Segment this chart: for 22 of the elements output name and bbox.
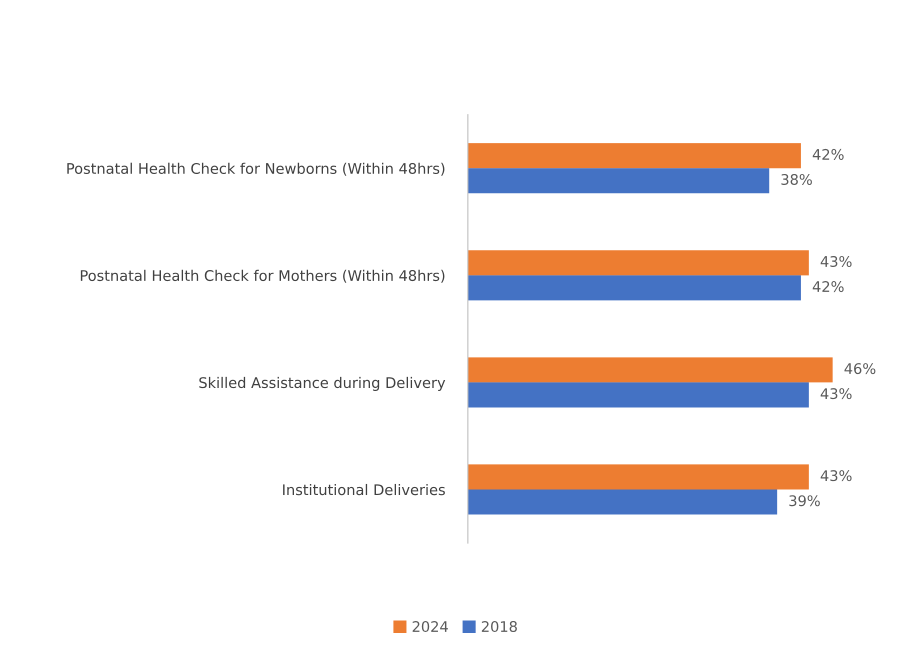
bar — [468, 464, 809, 490]
y-tick-label: Institutional Deliveries — [283, 484, 445, 496]
bar — [468, 250, 809, 276]
bar — [468, 382, 809, 408]
data-label: 46% — [844, 363, 876, 374]
data-label: 43% — [820, 470, 852, 482]
data-label: 42% — [812, 281, 844, 292]
data-label: 39% — [789, 495, 820, 506]
data-label: 43% — [820, 256, 852, 268]
bar — [468, 168, 770, 194]
bar — [468, 357, 833, 382]
bar — [468, 143, 801, 168]
bar — [468, 275, 801, 300]
legend-label: 2024 — [412, 621, 448, 632]
y-tick-label: Postnatal Health Check for Mothers (Within 48hrs) — [80, 270, 444, 283]
data-label: 42% — [812, 148, 844, 160]
bar — [468, 489, 778, 515]
y-tick-label: Postnatal Health Check for Newborns (Within 48hrs) — [67, 162, 444, 176]
data-label: 38% — [781, 174, 812, 185]
legend-label: 2018 — [482, 621, 517, 632]
y-tick-label: Skilled Assistance during Delivery — [199, 376, 446, 391]
data-label: 43% — [820, 388, 852, 400]
